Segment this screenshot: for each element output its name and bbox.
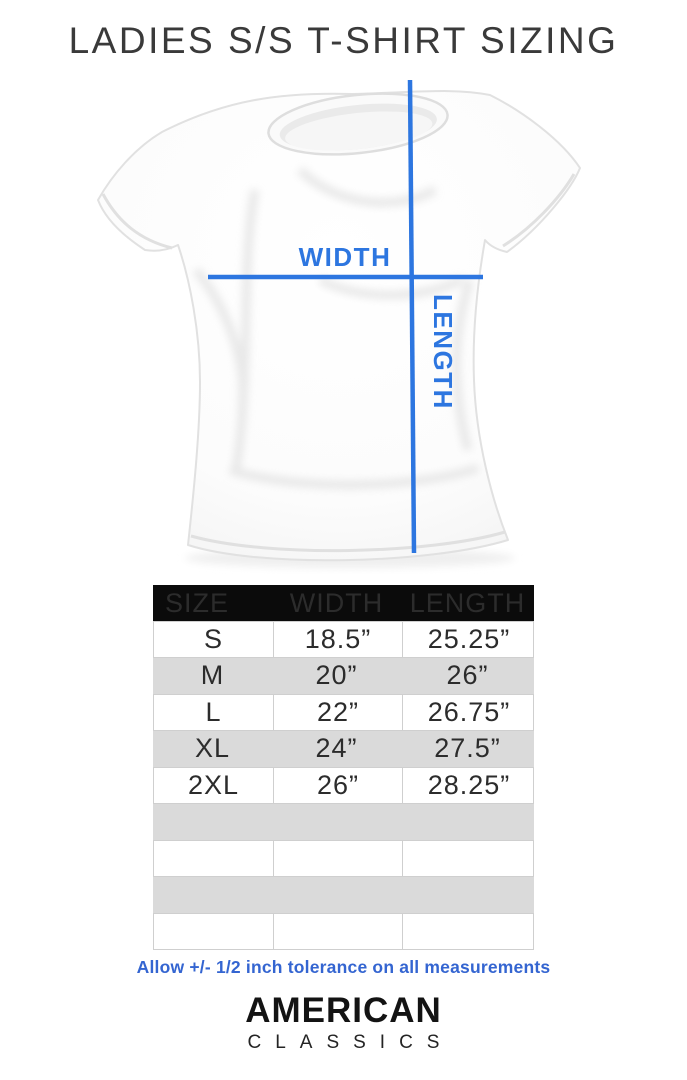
header-width: WIDTH (289, 587, 384, 618)
tolerance-note: Allow +/- 1/2 inch tolerance on all meas… (136, 957, 551, 977)
length-cell: 27.5” (434, 733, 501, 764)
header-size: SIZE (165, 587, 230, 618)
page-title: LADIES S/S T-SHIRT SIZING (68, 20, 619, 61)
table-row-l: L 22” 26.75” (153, 694, 534, 731)
table-row-xl: XL 24” 27.5” (153, 730, 534, 767)
brand-name-classics: CLASSICS (247, 1031, 454, 1053)
width-label: WIDTH (299, 242, 392, 272)
table-empty-row (153, 803, 534, 840)
length-measure-line (407, 79, 417, 554)
header-length: LENGTH (409, 587, 526, 618)
width-cell: 20” (315, 660, 358, 691)
brand-name-american: AMERICAN (245, 991, 442, 1030)
length-cell: 25.25” (402, 622, 535, 657)
size-cell: L (205, 696, 222, 727)
tshirt-body (97, 90, 581, 562)
length-label: LENGTH (428, 294, 458, 410)
size-table: SIZE WIDTH LENGTH S 18.5” 25.25” M 20” 2… (153, 585, 534, 950)
size-cell: XL (194, 733, 231, 764)
table-empty-row (153, 876, 534, 913)
width-cell: 24” (315, 733, 358, 764)
brand-logo: AMERICAN CLASSICS (0, 991, 687, 1055)
length-cell: 26.75” (402, 695, 535, 730)
size-cell: M (200, 660, 225, 691)
table-row-2xl: 2XL 26” 28.25” (153, 767, 534, 804)
width-cell: 22” (273, 695, 402, 730)
width-cell: 18.5” (273, 622, 402, 657)
size-cell: S (203, 623, 223, 654)
table-empty-row (153, 840, 534, 877)
fabric-wrinkles (192, 166, 480, 490)
table-empty-row (153, 913, 534, 950)
table-header-row: SIZE WIDTH LENGTH (153, 585, 534, 621)
width-cell: 26” (273, 768, 402, 803)
size-cell: 2XL (187, 769, 240, 800)
length-cell: 26” (446, 660, 489, 691)
collar (267, 92, 449, 156)
tshirt-diagram: WIDTH LENGTH (0, 70, 687, 575)
tshirt-image: WIDTH LENGTH (97, 79, 581, 568)
table-row-s: S 18.5” 25.25” (153, 621, 534, 658)
length-cell: 28.25” (402, 768, 535, 803)
seam-lines (101, 173, 576, 553)
table-row-m: M 20” 26” (153, 657, 534, 694)
